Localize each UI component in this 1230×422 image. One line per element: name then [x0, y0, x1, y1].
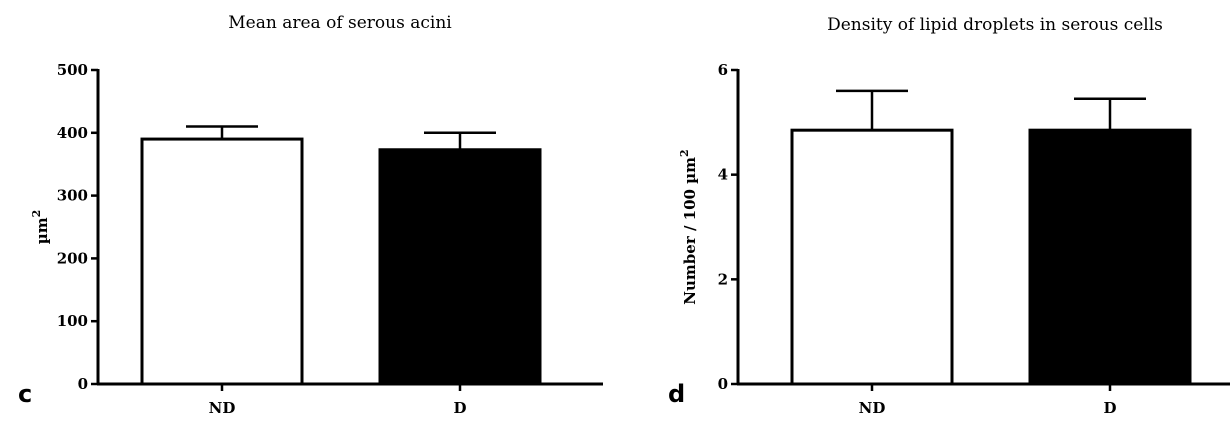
x-tick-label: ND — [859, 399, 886, 417]
panel-label: c — [18, 380, 32, 408]
y-axis-label-superscript: 2 — [30, 210, 43, 218]
y-axis-label-text: µm — [33, 217, 51, 244]
bar-d — [378, 148, 542, 386]
bar-d — [1028, 128, 1192, 386]
y-axis-label-superscript: 2 — [678, 149, 691, 157]
y-tick-label: 4 — [718, 166, 728, 184]
chart-title: Mean area of serous acini — [228, 13, 452, 33]
x-tick-label: ND — [209, 399, 236, 417]
x-tick-label: D — [1103, 399, 1116, 417]
y-tick-label: 0 — [718, 375, 728, 393]
x-tick-label: D — [453, 399, 466, 417]
y-tick-label: 300 — [57, 187, 88, 205]
y-tick-label: 6 — [718, 61, 728, 79]
bar-nd — [140, 137, 304, 386]
bar-nd — [790, 128, 954, 386]
chart-c: Mean area of serous acini 0 100 200 300 400 50… — [18, 13, 603, 417]
y-tick-label: 400 — [57, 124, 88, 142]
y-tick-label: 2 — [718, 270, 728, 288]
y-axis-label-text: Number / 100 µm — [681, 157, 699, 305]
y-axis-label: Number / 100 µm2 — [678, 149, 699, 304]
y-tick-label: 0 — [78, 375, 88, 393]
chart-d: Density of lipid droplets in serous cell… — [668, 15, 1230, 417]
y-tick-label: 100 — [57, 312, 88, 330]
y-tick-label: 500 — [57, 61, 88, 79]
y-axis-label: µm2 — [30, 210, 51, 245]
panel-label: d — [668, 380, 685, 408]
chart-title: Density of lipid droplets in serous cell… — [827, 15, 1163, 35]
y-tick-label: 200 — [57, 249, 88, 267]
